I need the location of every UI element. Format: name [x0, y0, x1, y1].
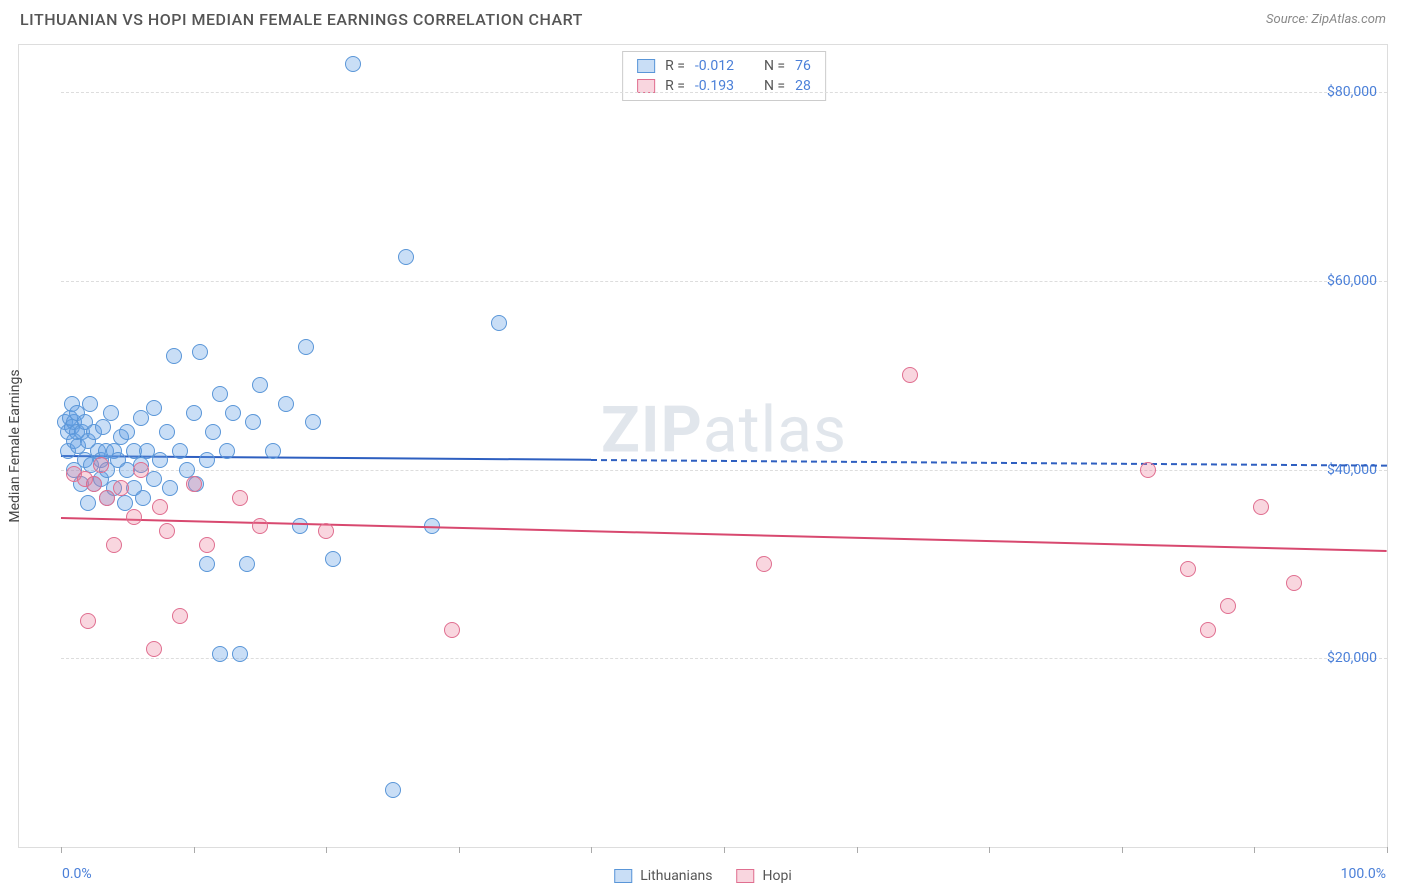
data-point — [398, 249, 414, 265]
data-point — [219, 443, 235, 459]
data-point — [82, 396, 98, 412]
data-point — [245, 414, 261, 430]
data-point — [1200, 622, 1216, 638]
data-point — [166, 348, 182, 364]
trend-line-dashed — [591, 459, 1387, 467]
data-point — [86, 476, 102, 492]
data-point — [278, 396, 294, 412]
x-axis-min-label: 0.0% — [62, 866, 92, 882]
r-value: -0.012 — [695, 58, 734, 74]
data-point — [252, 377, 268, 393]
data-point — [265, 443, 281, 459]
data-point — [126, 509, 142, 525]
data-point — [305, 414, 321, 430]
data-point — [172, 443, 188, 459]
r-label: R = — [665, 58, 685, 74]
data-point — [225, 405, 241, 421]
data-point — [199, 452, 215, 468]
y-tick-label: $60,000 — [1327, 273, 1377, 289]
data-point — [159, 523, 175, 539]
data-point — [318, 523, 334, 539]
data-point — [152, 499, 168, 515]
legend-stat-row: R = -0.012 N = 76 — [623, 56, 825, 76]
data-point — [159, 424, 175, 440]
data-point — [146, 471, 162, 487]
legend-item: Lithuanians — [614, 868, 712, 884]
n-value: 76 — [795, 58, 811, 74]
gridline — [61, 92, 1387, 93]
legend-swatch — [637, 79, 655, 93]
legend-bottom: Lithuanians Hopi — [614, 868, 792, 884]
data-point — [205, 424, 221, 440]
data-point — [232, 490, 248, 506]
legend-swatch — [637, 59, 655, 73]
data-point — [172, 608, 188, 624]
data-point — [146, 641, 162, 657]
gridline — [61, 281, 1387, 282]
source-label: Source: ZipAtlas.com — [1266, 12, 1386, 27]
data-point — [292, 518, 308, 534]
data-point — [133, 462, 149, 478]
n-label: N = — [764, 58, 785, 74]
legend-label: Hopi — [763, 868, 792, 884]
data-point — [117, 495, 133, 511]
data-point — [80, 613, 96, 629]
data-point — [1286, 575, 1302, 591]
data-point — [162, 480, 178, 496]
data-point — [186, 476, 202, 492]
legend-item: Hopi — [737, 868, 792, 884]
data-point — [199, 556, 215, 572]
data-point — [1220, 598, 1236, 614]
data-point — [113, 480, 129, 496]
data-point — [444, 622, 460, 638]
data-point — [212, 386, 228, 402]
data-point — [325, 551, 341, 567]
data-point — [186, 405, 202, 421]
data-point — [135, 490, 151, 506]
y-axis-label: Median Female Earnings — [7, 369, 23, 522]
data-point — [192, 344, 208, 360]
data-point — [252, 518, 268, 534]
data-point — [1180, 561, 1196, 577]
y-tick-label: $20,000 — [1327, 650, 1377, 666]
data-point — [491, 315, 507, 331]
data-point — [152, 452, 168, 468]
data-point — [1253, 499, 1269, 515]
y-tick-label: $80,000 — [1327, 84, 1377, 100]
chart-title: LITHUANIAN VS HOPI MEDIAN FEMALE EARNING… — [20, 10, 583, 29]
data-point — [212, 646, 228, 662]
data-point — [298, 339, 314, 355]
data-point — [80, 495, 96, 511]
x-axis-max-label: 100.0% — [1341, 866, 1386, 882]
legend-stats: R =-0.012N =76R =-0.193N =28 — [622, 51, 826, 101]
watermark: ZIPatlas — [601, 392, 847, 467]
data-point — [103, 405, 119, 421]
data-point — [1140, 462, 1156, 478]
data-point — [93, 457, 109, 473]
data-point — [119, 424, 135, 440]
data-point — [756, 556, 772, 572]
plot-area: ZIPatlas R =-0.012N =76R =-0.193N =28 $2… — [61, 45, 1387, 847]
gridline — [61, 470, 1387, 471]
data-point — [146, 400, 162, 416]
data-point — [95, 419, 111, 435]
gridline — [61, 658, 1387, 659]
data-point — [232, 646, 248, 662]
data-point — [106, 537, 122, 553]
legend-swatch — [614, 869, 632, 883]
data-point — [199, 537, 215, 553]
chart-container: Median Female Earnings ZIPatlas R =-0.01… — [18, 44, 1388, 848]
data-point — [345, 56, 361, 72]
data-point — [239, 556, 255, 572]
legend-label: Lithuanians — [640, 868, 712, 884]
legend-swatch — [737, 869, 755, 883]
data-point — [902, 367, 918, 383]
data-point — [385, 782, 401, 798]
